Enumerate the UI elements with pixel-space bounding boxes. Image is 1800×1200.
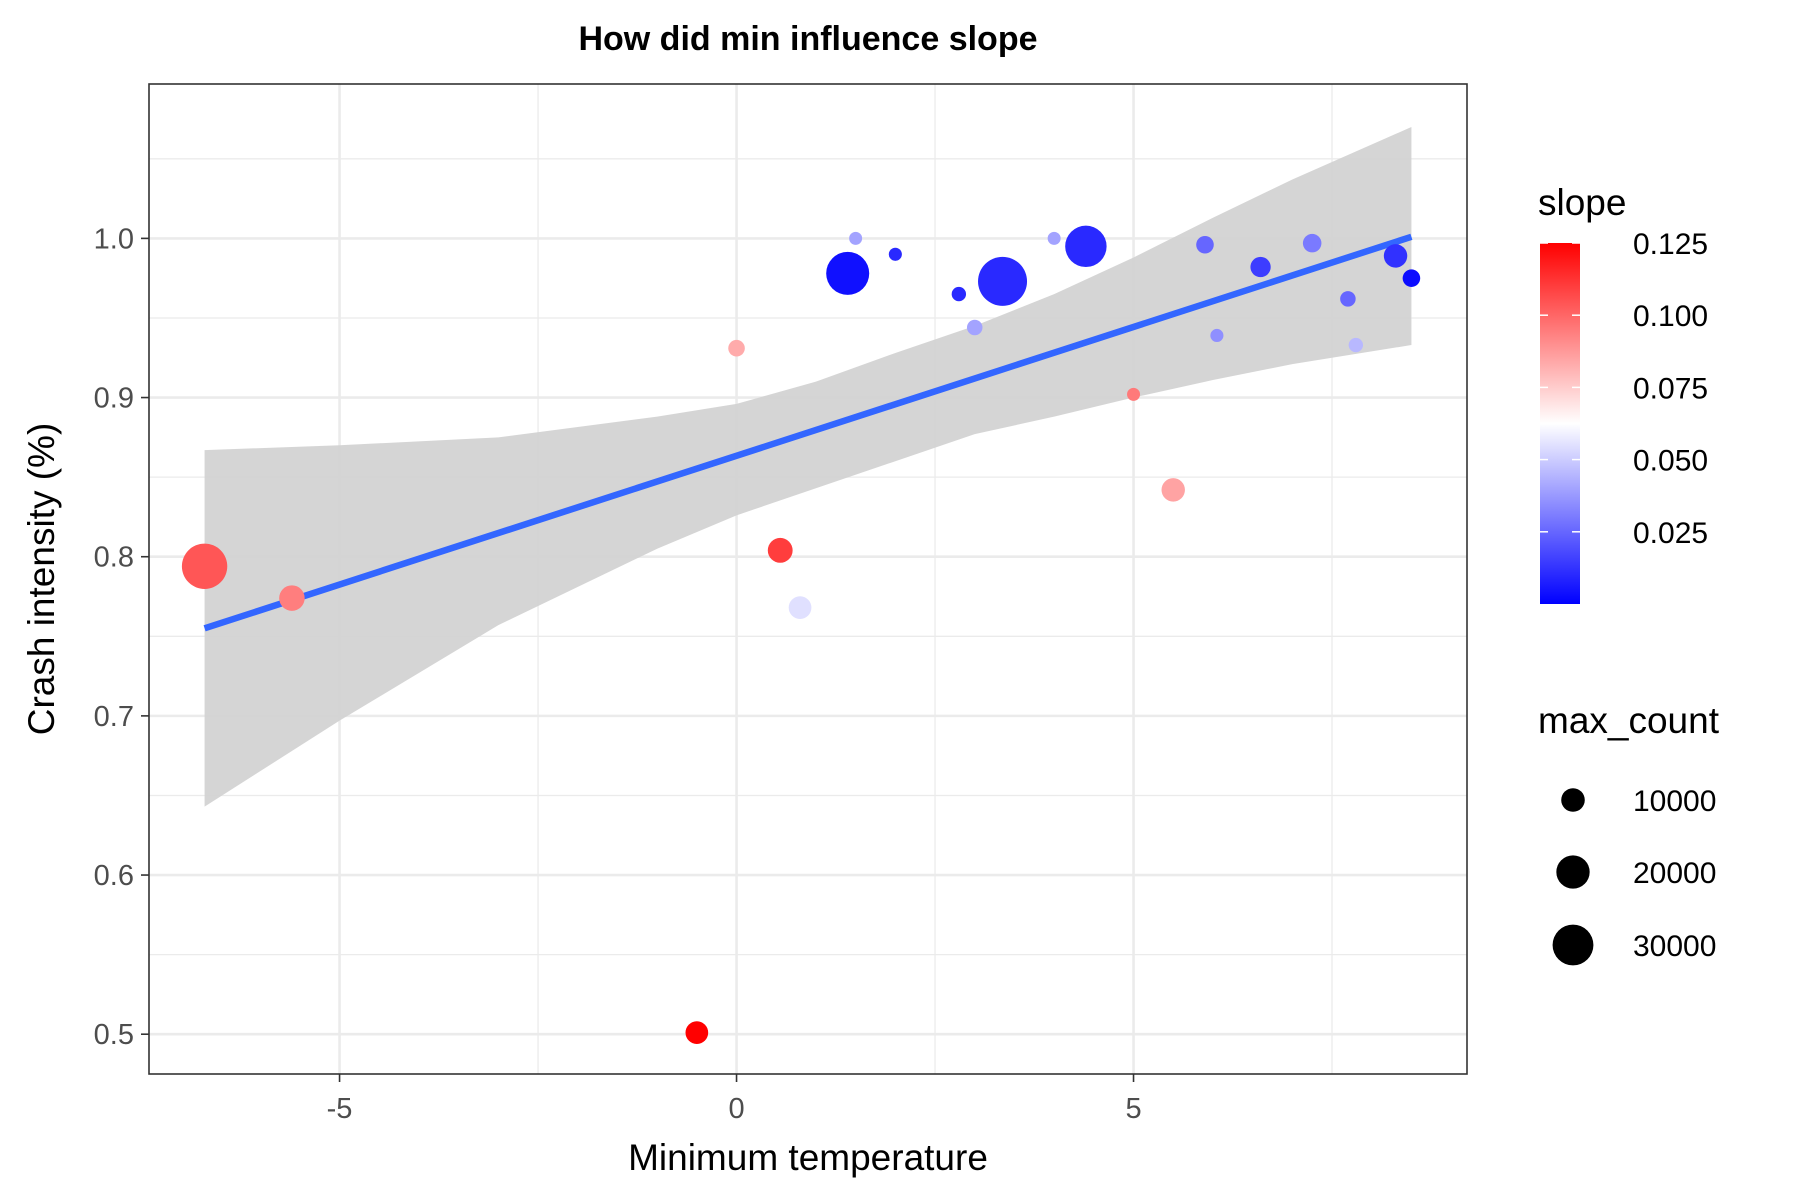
regression-line [203,233,1413,632]
data-point [1348,337,1364,353]
data-point [788,596,812,619]
legend-size-title: max_count [1538,700,1720,741]
data-point [849,231,863,245]
data-point [1383,244,1408,268]
data-point [279,585,305,611]
legend-color-title: slope [1538,182,1626,223]
y-tick-label: 0.8 [94,542,134,574]
colorbar-label: 0.050 [1633,445,1708,478]
legend-size-scale: max_count 10000 20000 30000 [1538,700,1720,966]
size-legend-label: 20000 [1633,857,1716,890]
data-point [1302,233,1322,253]
plot-panel-border [148,83,1468,1075]
size-legend-key [1561,788,1585,812]
confidence-band [204,126,1412,807]
colorbar-label: 0.100 [1633,300,1708,333]
data-point [728,339,745,357]
y-tick-label: 0.5 [94,1019,134,1051]
data-point [767,537,793,563]
data-points [181,225,1421,1044]
legend-size-keys: 10000 20000 30000 [1552,785,1716,966]
data-point [685,1021,709,1044]
data-point [888,247,902,261]
data-point [826,251,870,295]
data-point [978,256,1028,306]
data-point [1196,235,1214,254]
y-tick-label: 0.6 [94,860,134,892]
data-point [1161,478,1185,502]
y-axis-title: Crash intensity (%) [21,423,62,736]
data-point [1210,328,1224,343]
legend-colorbar [1540,243,1580,604]
data-point [966,319,983,336]
data-point [1047,231,1061,245]
colorbar-label: 0.125 [1633,228,1708,261]
y-axis-ticks: 0.5 0.6 0.7 0.8 0.9 1.0 [94,223,149,1051]
data-point [181,543,228,589]
y-tick-label: 0.7 [94,701,134,733]
data-point [951,286,967,302]
data-point [1402,269,1421,287]
data-point [1340,291,1356,307]
colorbar-label: 0.075 [1633,372,1708,405]
x-tick-label: 5 [1125,1093,1141,1125]
y-tick-label: 1.0 [94,223,134,255]
x-axis-title: Minimum temperature [628,1137,988,1178]
size-legend-label: 10000 [1633,785,1716,818]
x-axis-ticks: -5 0 5 [327,1074,1142,1125]
size-legend-label: 30000 [1633,930,1716,963]
size-legend-key [1556,855,1590,889]
y-tick-label: 0.9 [94,383,134,415]
chart-title: How did min influence slope [578,20,1037,58]
legend-color-scale: slope 0.025 0.050 0.075 0.100 0.125 [1538,182,1708,604]
data-point [1250,256,1271,278]
data-point [1127,387,1141,401]
data-point [1065,225,1107,268]
colorbar-label: 0.025 [1633,517,1708,550]
x-tick-label: 0 [728,1093,744,1125]
size-legend-key [1552,924,1594,966]
legend-colorbar-ticks: 0.025 0.050 0.075 0.100 0.125 [1540,228,1708,550]
x-tick-label: -5 [327,1093,353,1125]
